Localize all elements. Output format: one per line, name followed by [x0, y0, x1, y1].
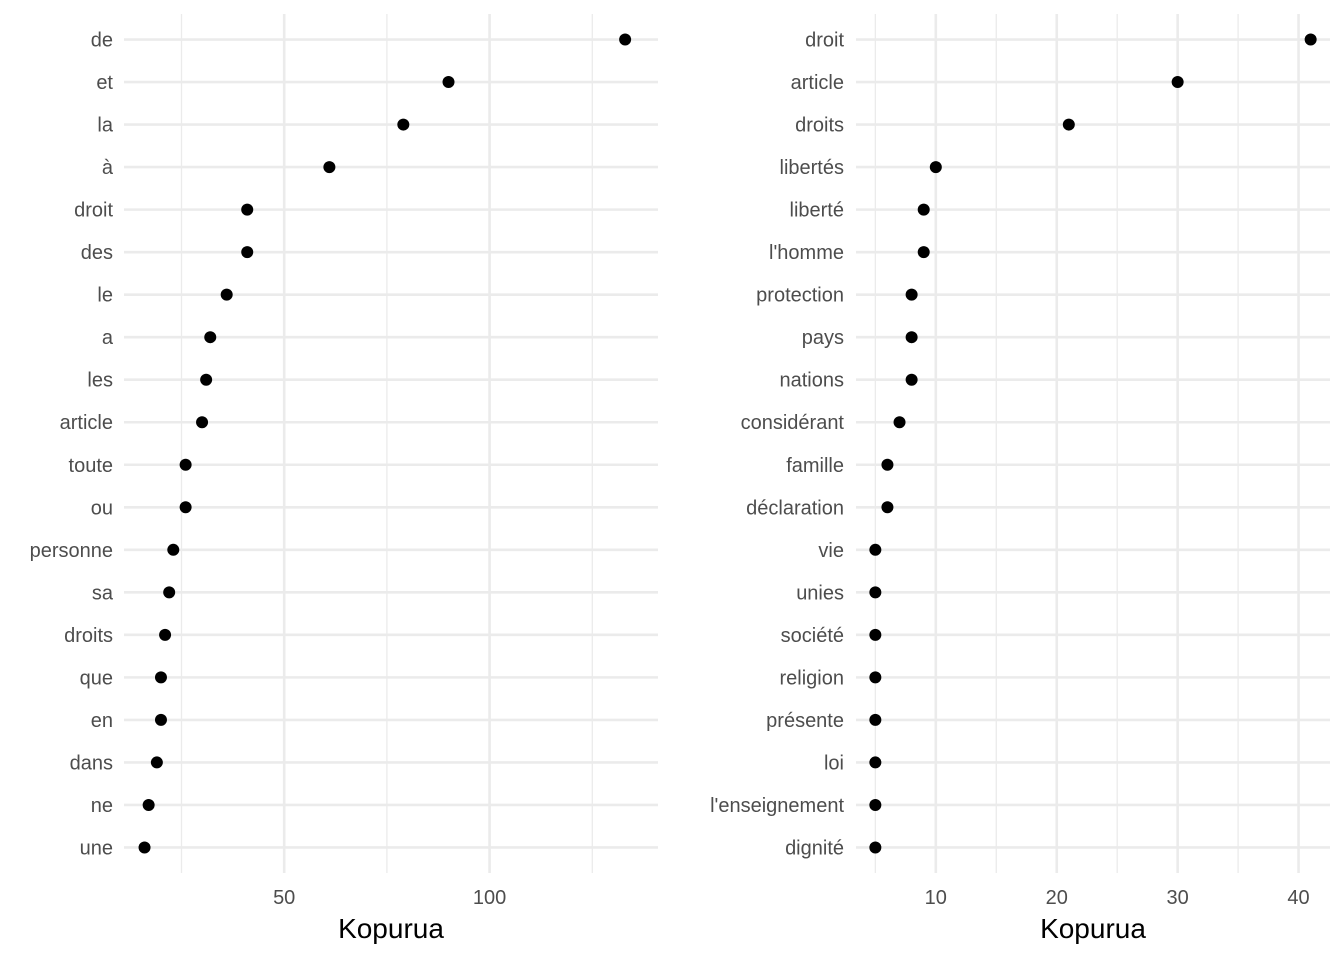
data-point [1304, 33, 1317, 46]
data-point [893, 416, 906, 429]
y-tick-label: ne [91, 795, 113, 817]
data-point [154, 671, 167, 684]
data-point [150, 756, 163, 769]
x-tick-label: 20 [1046, 887, 1068, 909]
y-tick-label: droits [64, 625, 113, 647]
x-axis-title: Kopurua [1040, 913, 1146, 944]
y-tick-label: déclaration [746, 497, 844, 519]
data-point [167, 543, 180, 556]
y-tick-label: droit [805, 30, 844, 52]
data-point [204, 331, 217, 344]
panel-2: droit article droits libertés liberté l'homme… [710, 14, 1330, 944]
data-point [869, 841, 882, 854]
y-tick-label: que [80, 667, 113, 689]
data-point [200, 373, 213, 386]
y-tick-label: le [97, 285, 113, 307]
data-point [869, 756, 882, 769]
y-tick-label: nations [780, 370, 845, 392]
y-tick-label: a [102, 327, 114, 349]
y-tick-label: liberté [790, 200, 844, 222]
data-point [323, 161, 336, 174]
y-tick-label: société [781, 625, 844, 647]
y-tick-label: toute [69, 455, 113, 477]
y-tick-label: droit [74, 200, 113, 222]
y-tick-label: loi [824, 752, 844, 774]
x-tick-label: 40 [1287, 887, 1309, 909]
y-tick-label: de [91, 30, 113, 52]
data-point [869, 543, 882, 556]
x-tick-label: 100 [473, 887, 506, 909]
data-point [179, 501, 192, 514]
y-tick-label: protection [756, 285, 844, 307]
data-point [917, 246, 930, 259]
y-tick-label: considérant [741, 412, 845, 434]
y-tick-label: en [91, 710, 113, 732]
y-tick-label: l'homme [769, 242, 844, 264]
data-point [196, 416, 209, 429]
data-point [163, 586, 176, 599]
y-tick-label: dignité [785, 837, 844, 859]
data-point [159, 628, 172, 641]
y-tick-label: des [81, 242, 113, 264]
y-tick-label: les [87, 370, 113, 392]
data-point [241, 203, 254, 216]
y-tick-label: et [96, 72, 113, 94]
y-tick-label: ou [91, 497, 113, 519]
y-tick-label: à [102, 157, 114, 179]
y-tick-label: article [791, 72, 844, 94]
data-point [881, 458, 894, 471]
y-tick-label: la [97, 115, 113, 137]
data-point [241, 246, 254, 259]
x-axis-title: Kopurua [338, 913, 444, 944]
data-point [619, 33, 632, 46]
data-point [905, 331, 918, 344]
data-point [929, 161, 942, 174]
data-point [142, 798, 155, 811]
data-point [1171, 76, 1184, 89]
data-point [138, 841, 151, 854]
y-tick-label: religion [780, 667, 844, 689]
x-tick-label: 10 [925, 887, 947, 909]
data-point [881, 501, 894, 514]
x-tick-label: 30 [1167, 887, 1189, 909]
data-point [869, 671, 882, 684]
data-point [869, 628, 882, 641]
data-point [1062, 118, 1075, 131]
data-point [397, 118, 410, 131]
data-point [905, 288, 918, 301]
data-point [869, 713, 882, 726]
y-tick-label: droits [795, 115, 844, 137]
data-point [869, 798, 882, 811]
y-tick-label: présente [766, 710, 844, 732]
data-point [220, 288, 233, 301]
data-point [917, 203, 930, 216]
panel-1: de et la à droit des le a les article toute ou perso… [30, 14, 658, 944]
data-point [154, 713, 167, 726]
y-tick-label: unies [796, 582, 844, 604]
y-tick-label: famille [786, 455, 844, 477]
y-tick-label: sa [92, 582, 114, 604]
y-tick-label: vie [818, 540, 844, 562]
y-tick-label: pays [802, 327, 844, 349]
data-point [179, 458, 192, 471]
y-tick-label: article [60, 412, 113, 434]
y-tick-label: dans [70, 752, 113, 774]
x-tick-label: 50 [273, 887, 295, 909]
data-point [869, 586, 882, 599]
y-tick-label: une [80, 837, 113, 859]
y-tick-label: personne [30, 540, 113, 562]
data-point [442, 76, 455, 89]
y-tick-label: libertés [780, 157, 844, 179]
y-tick-label: l'enseignement [710, 795, 844, 817]
data-point [905, 373, 918, 386]
